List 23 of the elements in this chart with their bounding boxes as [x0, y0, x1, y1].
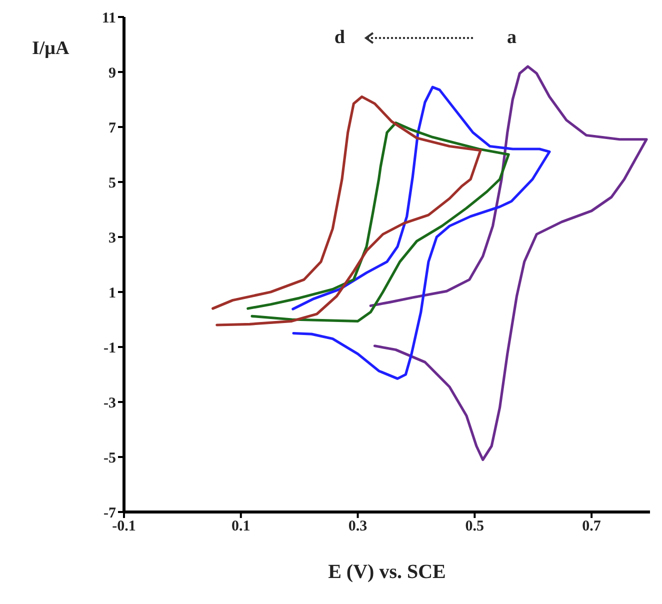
y-tick-label: 7: [108, 120, 116, 136]
y-tick-label: -5: [104, 450, 116, 466]
line-series: [292, 86, 551, 380]
x-tick-label: 0.7: [582, 518, 602, 535]
y-axis-title: I/μA: [32, 38, 70, 60]
line-series: [212, 95, 482, 326]
x-tick-label: 0.1: [232, 518, 250, 535]
annotation: d: [334, 27, 345, 49]
x-axis-title: E (V) vs. SCE: [328, 561, 446, 583]
y-tick-label: -3: [104, 395, 116, 412]
line-series: [246, 122, 510, 322]
x-tick-label: -0.1: [112, 518, 136, 535]
x-tick-label: 0.5: [465, 518, 484, 535]
annotation: a: [506, 27, 516, 49]
y-tick-label: -1: [104, 340, 116, 356]
line-series: [369, 65, 648, 462]
y-tick-label: -7: [104, 505, 116, 522]
y-tick-label: 11: [102, 10, 116, 26]
y-tick-label: 9: [108, 65, 116, 82]
y-tick-label: 1: [108, 285, 116, 302]
x-tick-label: 0.3: [348, 518, 368, 535]
y-tick-label: 3: [108, 230, 116, 246]
y-tick-label: 5: [108, 175, 116, 192]
